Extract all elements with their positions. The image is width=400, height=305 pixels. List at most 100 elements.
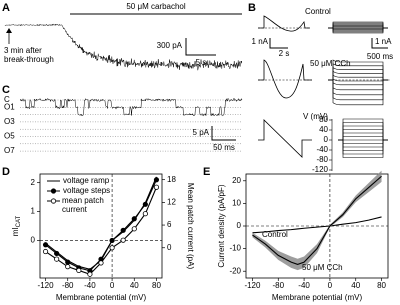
scale-label: 1 nA — [252, 37, 269, 46]
data-point — [109, 237, 115, 244]
y-tick-label: -10 — [229, 244, 241, 253]
step-protocol — [338, 118, 388, 158]
panel-label: B — [248, 2, 256, 14]
data-point — [87, 271, 93, 277]
y-axis-label-text: Current density (pA/pF) — [217, 184, 226, 267]
annotation: break-through — [4, 55, 54, 64]
step-trace — [328, 59, 388, 81]
protocol-tick-label: 80 — [319, 115, 328, 124]
panel-label: D — [2, 166, 10, 178]
scale-bar — [185, 38, 216, 56]
x-tick-label: -80 — [272, 281, 284, 290]
trace-line — [4, 23, 243, 71]
data-point — [153, 184, 160, 190]
step-level — [338, 122, 388, 141]
scale-bar — [269, 38, 288, 49]
annotation: 3 min after — [4, 46, 42, 55]
x-tick-label: -40 — [84, 281, 96, 290]
x-tick-label: -120 — [244, 281, 261, 290]
data-point — [98, 260, 104, 266]
x-tick-label: 40 — [130, 281, 139, 290]
x-tick-label: 0 — [328, 281, 333, 290]
y-axis-label-sub: CAT — [16, 215, 22, 227]
y-tick-label: 0 — [31, 236, 36, 245]
step-trace — [328, 78, 388, 82]
step-trace — [328, 27, 388, 29]
x-axis-label: Membrane potential (mV) — [56, 293, 147, 302]
scale-label: 50 ms — [213, 143, 235, 152]
panel-title: 50 μM carbachol — [126, 2, 186, 11]
step-level — [338, 139, 388, 158]
y-tick-label: 10 — [232, 199, 241, 208]
level-label: O3 — [4, 117, 15, 126]
step-level — [338, 129, 388, 141]
data-point — [120, 227, 126, 233]
step-trace — [328, 67, 388, 81]
data-point — [109, 245, 115, 251]
legend-marker — [50, 198, 57, 204]
scale-label: 2 s — [279, 49, 290, 58]
step-level — [338, 139, 388, 144]
ramp-trace — [258, 15, 310, 32]
level-label: O7 — [4, 146, 15, 155]
step-level — [338, 136, 388, 141]
scale-label: 300 pA — [157, 41, 183, 50]
ramp-protocol — [258, 119, 312, 158]
condition-label: 50 μM CCh — [310, 59, 351, 68]
series-line — [252, 175, 382, 266]
legend-marker — [50, 188, 57, 194]
y2-tick-label: 12 — [167, 197, 176, 206]
data-point — [120, 237, 126, 243]
legend-label: mean patch current — [62, 196, 104, 214]
y-tick-label: 1 — [31, 207, 36, 216]
x-tick-label: -120 — [38, 281, 55, 290]
scale-label: 500 ms — [367, 52, 393, 61]
plot-frame — [39, 173, 163, 279]
x-tick-label: -80 — [62, 281, 74, 290]
x-tick-label: 0 — [110, 281, 115, 290]
series-label: 50 μM CCh — [302, 263, 343, 272]
data-point — [54, 256, 60, 262]
scale-bar — [211, 126, 236, 141]
y-tick-label: 2 — [31, 178, 36, 187]
level-label: C — [4, 95, 10, 104]
data-point — [142, 211, 148, 217]
protocol-tick-label: -120 — [312, 165, 329, 174]
step-level — [338, 139, 388, 151]
protocol-tick-label: -40 — [316, 145, 328, 154]
y2-tick-label: 6 — [167, 220, 172, 229]
y-tick-label: -20 — [229, 266, 241, 275]
panel-label: C — [2, 84, 10, 96]
x-axis-label: Membrane potential (mV) — [272, 293, 363, 302]
step-trace — [328, 63, 388, 81]
step-trace — [328, 27, 388, 29]
x-tick-label: 80 — [377, 281, 386, 290]
level-label: O1 — [4, 102, 15, 111]
data-point — [42, 242, 49, 248]
step-trace — [328, 70, 388, 81]
condition-label: Control — [305, 7, 331, 16]
scale-bar — [371, 38, 388, 49]
protocol-tick-label: 0 — [324, 135, 329, 144]
current-trace — [4, 23, 243, 71]
series-label: Control — [262, 230, 288, 239]
x-tick-label: 80 — [152, 281, 161, 290]
y2-tick-label: 0 — [167, 243, 172, 252]
chart-e: -120 -80 -40 0 40 80 -20 -10 0 10 20 Membrane poten… — [217, 170, 389, 302]
data-point — [131, 226, 137, 232]
x-tick-label: 40 — [351, 281, 360, 290]
data-point — [54, 250, 60, 257]
data-point — [42, 248, 49, 255]
scale-label: 5 pA — [193, 128, 210, 137]
step-traces — [328, 21, 388, 34]
legend-label: voltage ramp — [63, 176, 110, 185]
step-trace — [328, 27, 388, 34]
protocol-axis-label: V (mV) — [303, 112, 328, 121]
single-channel-trace — [19, 97, 243, 117]
legend-label: voltage steps — [63, 186, 110, 195]
level-label: O5 — [4, 132, 15, 141]
